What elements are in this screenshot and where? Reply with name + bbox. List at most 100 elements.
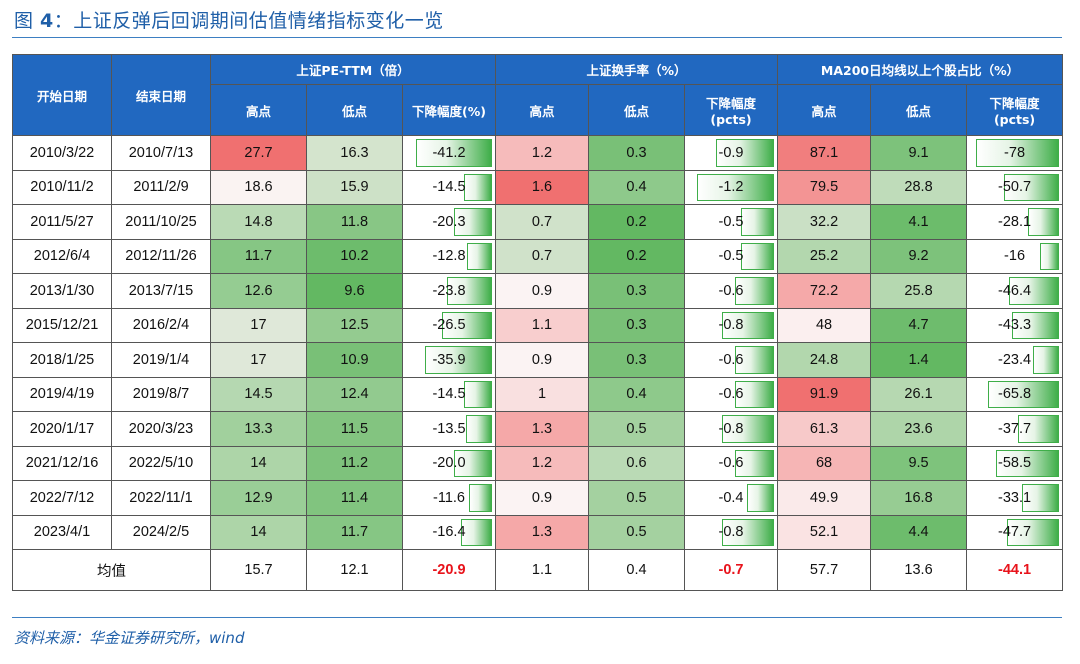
cell-pe-drop: -12.8 xyxy=(401,238,497,274)
cell-turnover-drop: -0.9 xyxy=(684,135,779,171)
cell-value: -16.4 xyxy=(432,524,466,541)
cell-value: -43.3 xyxy=(998,317,1032,334)
cell-turnover-low: 0.5 xyxy=(588,480,686,516)
data-bar xyxy=(466,242,493,270)
table-row: 2019/4/19 2019/8/7 14.5 12.4 -14.5 1 0.4 -0.6 91… xyxy=(12,376,1064,412)
cell-pe-high: 12.9 xyxy=(210,480,307,516)
average-pe-high: 15.7 xyxy=(210,549,307,591)
cell-pe-low: 11.5 xyxy=(306,411,403,447)
valuation-table-container: 开始日期 结束日期 上证PE-TTM（倍） 上证换手率（%） MA200日均线以… xyxy=(12,54,1064,591)
data-bar xyxy=(454,449,493,477)
cell-value: -0.5 xyxy=(718,213,744,230)
cell-turnover-low: 0.6 xyxy=(588,445,686,481)
data-bar xyxy=(460,518,493,546)
cell-start-date: 2015/12/21 xyxy=(12,307,112,343)
table-row: 2018/1/25 2019/1/4 17 10.9 -35.9 0.9 0.3 -0.6 24… xyxy=(12,342,1064,378)
cell-turnover-high: 0.9 xyxy=(495,480,590,516)
table-body: 2010/3/22 2010/7/13 27.7 16.3 -41.2 1.2 0.3 -0.… xyxy=(12,135,1064,591)
cell-ma200-low: 9.1 xyxy=(870,135,968,171)
figure-number: 4 xyxy=(40,10,54,32)
cell-pe-low: 11.2 xyxy=(306,445,403,481)
data-bar xyxy=(447,277,493,305)
cell-start-date: 2012/6/4 xyxy=(12,238,112,274)
data-bar xyxy=(734,277,775,305)
cell-pe-high: 14.8 xyxy=(210,204,307,240)
data-bar xyxy=(1008,277,1060,305)
cell-turnover-drop: -0.8 xyxy=(684,307,779,343)
cell-value: -12.8 xyxy=(432,248,466,265)
cell-value: -58.5 xyxy=(998,455,1032,472)
cell-pe-high: 27.7 xyxy=(210,135,307,171)
table-row: 2023/4/1 2024/2/5 14 11.7 -16.4 1.3 0.5 -0.8 52.… xyxy=(12,514,1064,550)
cell-value: -26.5 xyxy=(432,317,466,334)
cell-value: -33.1 xyxy=(998,489,1032,506)
cell-turnover-high: 1.3 xyxy=(495,514,590,550)
data-bar xyxy=(734,380,775,408)
cell-turnover-drop: -0.5 xyxy=(684,204,779,240)
cell-value: -20.0 xyxy=(432,455,466,472)
average-label: 均值 xyxy=(12,549,211,591)
cell-value: -65.8 xyxy=(998,386,1032,403)
data-bar xyxy=(453,208,493,236)
data-bar xyxy=(469,484,493,512)
cell-value: -0.6 xyxy=(718,455,744,472)
cell-pe-low: 11.4 xyxy=(306,480,403,516)
cell-start-date: 2023/4/1 xyxy=(12,514,112,550)
data-bar xyxy=(415,139,493,167)
cell-value: -35.9 xyxy=(432,351,466,368)
cell-value: -13.5 xyxy=(432,420,466,437)
cell-value: -16 xyxy=(1004,248,1026,265)
cell-turnover-high: 1 xyxy=(495,376,590,412)
cell-pe-low: 16.3 xyxy=(306,135,403,171)
cell-turnover-low: 0.2 xyxy=(588,204,686,240)
cell-pe-drop: -23.8 xyxy=(401,273,497,309)
cell-ma200-drop: -47.7 xyxy=(966,514,1064,550)
figure-title-text: ：上证反弹后回调期间估值情绪指标变化一览 xyxy=(53,10,444,32)
cell-end-date: 2011/10/25 xyxy=(111,204,211,240)
cell-ma200-high: 52.1 xyxy=(777,514,872,550)
cell-turnover-low: 0.3 xyxy=(588,342,686,378)
data-bar xyxy=(1017,415,1060,443)
table-row: 2012/6/4 2012/11/26 11.7 10.2 -12.8 0.7 0.2 -0.… xyxy=(12,238,1064,274)
cell-pe-drop: -20.0 xyxy=(401,445,497,481)
table-row: 2020/1/17 2020/3/23 13.3 11.5 -13.5 1.3 0.5 -0.… xyxy=(12,411,1064,447)
cell-pe-low: 11.8 xyxy=(306,204,403,240)
cell-value: -78 xyxy=(1004,144,1026,161)
header-ma-drop: 下降幅度 (pcts) xyxy=(966,84,1064,136)
average-ma200-drop: -44.1 xyxy=(966,549,1064,591)
cell-pe-low: 10.9 xyxy=(306,342,403,378)
table-row: 2010/11/2 2011/2/9 18.6 15.9 -14.5 1.6 0.4 -1.2… xyxy=(12,169,1064,205)
cell-value: -41.2 xyxy=(432,144,466,161)
cell-turnover-low: 0.3 xyxy=(588,273,686,309)
cell-turnover-low: 0.5 xyxy=(588,411,686,447)
title-divider xyxy=(12,37,1062,38)
header-group-turnover: 上证换手率（%） xyxy=(495,54,779,85)
cell-turnover-drop: -0.6 xyxy=(684,342,779,378)
cell-turnover-high: 0.9 xyxy=(495,273,590,309)
cell-end-date: 2012/11/26 xyxy=(111,238,211,274)
cell-end-date: 2022/5/10 xyxy=(111,445,211,481)
cell-turnover-high: 1.1 xyxy=(495,307,590,343)
cell-ma200-drop: -46.4 xyxy=(966,273,1064,309)
data-bar xyxy=(1007,518,1060,546)
cell-pe-high: 14.5 xyxy=(210,376,307,412)
cell-ma200-low: 9.5 xyxy=(870,445,968,481)
cell-ma200-drop: -33.1 xyxy=(966,480,1064,516)
cell-start-date: 2013/1/30 xyxy=(12,273,112,309)
cell-ma200-high: 49.9 xyxy=(777,480,872,516)
cell-ma200-high: 25.2 xyxy=(777,238,872,274)
data-bar xyxy=(722,415,775,443)
table-row: 2013/1/30 2013/7/15 12.6 9.6 -23.8 0.9 0.3 -0.6… xyxy=(12,273,1064,309)
cell-pe-drop: -14.5 xyxy=(401,169,497,205)
data-bar xyxy=(734,449,775,477)
cell-value: -46.4 xyxy=(998,282,1032,299)
header-pe-low: 低点 xyxy=(306,84,403,136)
header-pe-drop: 下降幅度(%) xyxy=(401,84,497,136)
cell-turnover-drop: -0.8 xyxy=(684,514,779,550)
cell-turnover-high: 1.3 xyxy=(495,411,590,447)
cell-ma200-low: 28.8 xyxy=(870,169,968,205)
cell-ma200-drop: -37.7 xyxy=(966,411,1064,447)
cell-turnover-drop: -1.2 xyxy=(684,169,779,205)
cell-ma200-low: 23.6 xyxy=(870,411,968,447)
cell-turnover-high: 0.7 xyxy=(495,204,590,240)
